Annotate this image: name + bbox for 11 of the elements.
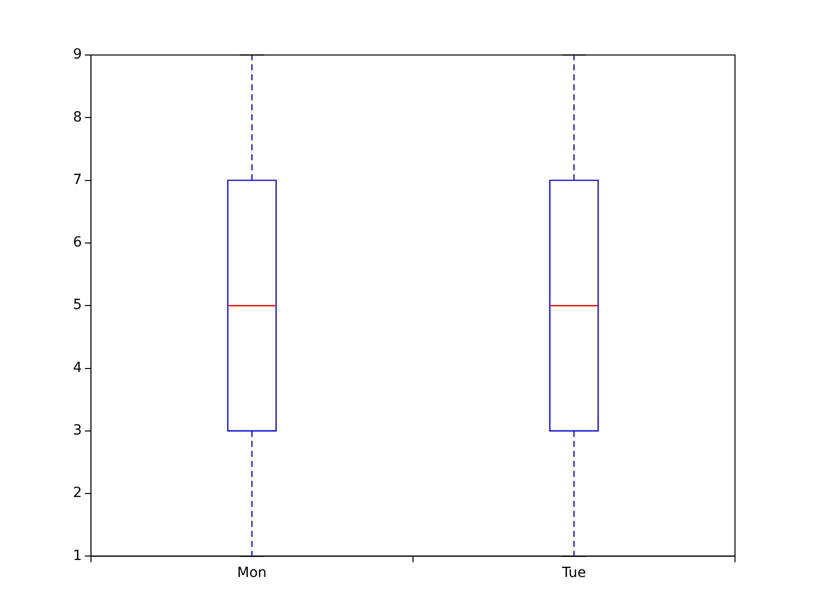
y-tick-label: 9 (72, 46, 82, 63)
y-tick-label: 1 (72, 548, 82, 564)
y-tick-label: 8 (72, 109, 82, 126)
y-tick-label: 2 (72, 485, 82, 502)
x-tick-label: Mon (237, 565, 267, 582)
y-tick-label: 4 (72, 360, 82, 376)
y-tick-label: 5 (72, 297, 82, 314)
x-tick-label: Tue (561, 565, 586, 582)
y-tick-label: 3 (72, 422, 82, 439)
y-tick-label: 6 (72, 234, 82, 251)
y-tick-label: 7 (72, 172, 82, 188)
